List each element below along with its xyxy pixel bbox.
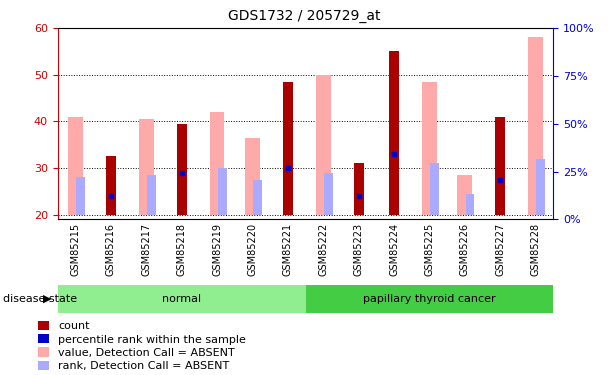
Bar: [305, 285, 553, 313]
Bar: [422, 82, 437, 215]
Bar: [324, 173, 333, 215]
Bar: [354, 164, 364, 215]
Bar: [76, 177, 85, 215]
Text: GSM85227: GSM85227: [495, 223, 505, 276]
Bar: [389, 51, 399, 215]
Text: GSM85223: GSM85223: [354, 223, 364, 276]
Text: GSM85217: GSM85217: [141, 223, 151, 276]
Text: disease state: disease state: [3, 294, 77, 304]
Bar: [177, 124, 187, 215]
Text: GSM85218: GSM85218: [177, 223, 187, 276]
Bar: [457, 175, 472, 215]
Text: GSM85224: GSM85224: [389, 223, 399, 276]
Text: papillary thyroid cancer: papillary thyroid cancer: [363, 294, 496, 304]
Text: GSM85216: GSM85216: [106, 223, 116, 276]
Text: GSM85221: GSM85221: [283, 223, 293, 276]
Text: ▶: ▶: [43, 294, 52, 304]
Bar: [466, 194, 474, 215]
Bar: [316, 75, 331, 215]
Bar: [106, 156, 116, 215]
Bar: [139, 119, 154, 215]
Text: GDS1732 / 205729_at: GDS1732 / 205729_at: [228, 9, 380, 23]
Bar: [283, 82, 293, 215]
Text: GSM85226: GSM85226: [460, 223, 470, 276]
Bar: [253, 180, 262, 215]
Bar: [245, 138, 260, 215]
Bar: [528, 38, 543, 215]
Bar: [536, 159, 545, 215]
Text: GSM85219: GSM85219: [212, 223, 222, 276]
Bar: [68, 117, 83, 215]
Bar: [218, 168, 227, 215]
Text: normal: normal: [162, 294, 201, 304]
Text: GSM85225: GSM85225: [424, 223, 434, 276]
Bar: [147, 175, 156, 215]
Text: GSM85228: GSM85228: [531, 223, 541, 276]
Bar: [496, 117, 505, 215]
Bar: [58, 285, 305, 313]
Bar: [210, 112, 224, 215]
Legend: count, percentile rank within the sample, value, Detection Call = ABSENT, rank, : count, percentile rank within the sample…: [36, 319, 248, 373]
Bar: [430, 164, 439, 215]
Text: GSM85220: GSM85220: [247, 223, 257, 276]
Text: GSM85222: GSM85222: [318, 223, 328, 276]
Text: GSM85215: GSM85215: [71, 223, 80, 276]
